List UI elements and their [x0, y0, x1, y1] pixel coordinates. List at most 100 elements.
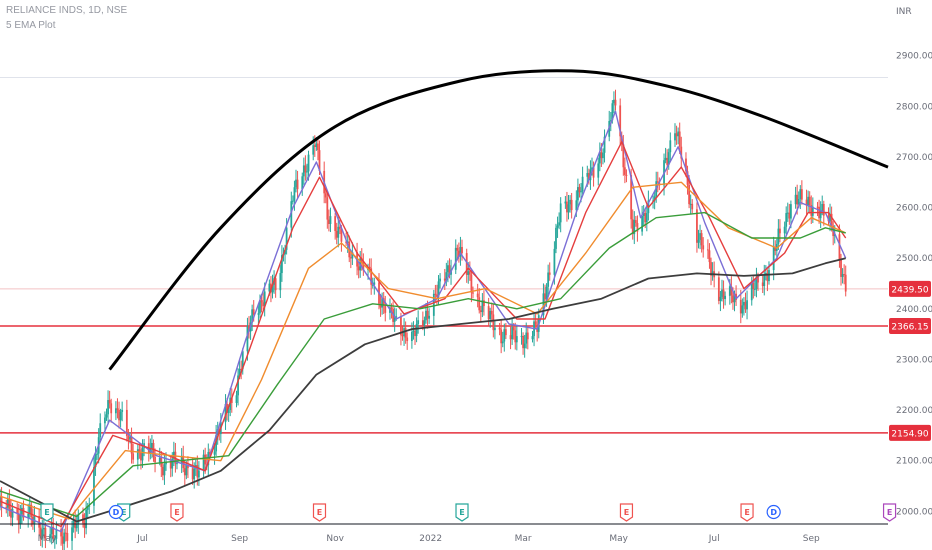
candle-body	[291, 200, 294, 202]
candle-body	[19, 513, 22, 524]
candle-body	[227, 410, 230, 413]
currency-label: INR	[896, 7, 912, 17]
candle-body	[53, 538, 56, 540]
candle-body	[750, 282, 753, 301]
candle-body	[556, 225, 559, 228]
candle-body	[772, 246, 775, 271]
candle-body	[732, 295, 734, 303]
candle-body	[763, 274, 766, 287]
candle-body	[94, 453, 97, 468]
candle-body	[151, 442, 153, 449]
x-tick-label: Sep	[803, 534, 820, 544]
candle-body	[794, 194, 797, 205]
candle-body	[479, 310, 482, 313]
candle-body	[603, 136, 606, 153]
candle-body	[63, 532, 66, 544]
candle-body	[318, 150, 321, 171]
x-tick-label: Nov	[326, 534, 344, 544]
candle-body	[841, 274, 844, 277]
candle-body	[27, 513, 30, 518]
candle-body	[140, 452, 142, 461]
candle-body	[739, 299, 742, 314]
candle-body	[395, 316, 398, 318]
candle-body	[600, 152, 603, 159]
candle-body	[368, 266, 371, 269]
candle-body	[465, 253, 468, 275]
candle-body	[587, 173, 590, 181]
candle-body	[324, 193, 327, 198]
candle-body	[501, 341, 504, 344]
candle-body	[779, 228, 781, 234]
candle-body	[315, 143, 318, 147]
candle-body	[611, 103, 614, 121]
candle-body	[459, 247, 462, 257]
candle-body	[8, 498, 11, 510]
candle-body	[575, 200, 578, 211]
candle-body	[357, 266, 360, 271]
candle-body	[641, 215, 644, 232]
candle-body	[821, 203, 824, 212]
candle-body	[326, 197, 329, 220]
candle-body	[306, 171, 308, 173]
candle-body	[722, 289, 725, 300]
x-tick-label: 2022	[419, 534, 442, 544]
candle-body	[470, 274, 473, 293]
candle-body	[44, 527, 47, 539]
candle-body	[410, 331, 413, 342]
dividend-marker	[108, 504, 123, 520]
candle-body	[805, 199, 808, 206]
x-tick-label: Mar	[515, 534, 532, 544]
earnings-marker	[312, 503, 327, 522]
candle-body	[165, 461, 167, 465]
candle-body	[274, 278, 277, 291]
candle-body	[116, 408, 119, 410]
candle-body	[816, 206, 819, 208]
candle-body	[490, 310, 493, 315]
candle-body	[268, 283, 271, 292]
candle-body	[520, 335, 523, 337]
candle-body	[425, 310, 427, 321]
indicator-label[interactable]: 5 EMA Plot	[6, 20, 56, 31]
candle-body	[226, 403, 228, 413]
candle-body	[523, 343, 526, 349]
candle-body	[489, 310, 492, 320]
candle-body	[262, 302, 265, 307]
candle-body	[171, 458, 174, 469]
candle-body	[636, 223, 639, 232]
candle-body	[667, 152, 670, 165]
candle-body	[669, 140, 672, 153]
candle-body	[293, 187, 296, 201]
candle-body	[708, 250, 711, 263]
support-price-label-bg	[889, 424, 931, 441]
candle-body	[183, 468, 186, 476]
candle-body	[678, 131, 681, 147]
candle-body	[699, 233, 701, 240]
candle-body	[301, 176, 304, 190]
candle-body	[614, 99, 617, 106]
candle-body	[789, 204, 792, 219]
candle-body	[414, 330, 416, 337]
candle-body	[542, 293, 545, 316]
candle-body	[811, 206, 814, 216]
candle-body	[525, 332, 528, 344]
candle-body	[279, 273, 282, 291]
earnings-marker	[882, 503, 897, 522]
candle-body	[724, 295, 727, 300]
candle-body	[400, 316, 402, 336]
candle-body	[752, 282, 755, 290]
candle-body	[406, 337, 409, 342]
event-label: E	[174, 508, 179, 517]
candle-body	[28, 504, 31, 514]
candle-body	[623, 167, 626, 175]
candle-body	[49, 534, 52, 539]
last-price-label: 2439.50	[891, 285, 928, 295]
candle-body	[390, 307, 393, 310]
candle-body	[591, 167, 593, 170]
candle-body	[351, 252, 354, 259]
candle-body	[176, 463, 178, 465]
candle-body	[478, 297, 481, 311]
candle-body	[757, 276, 759, 283]
candle-body	[345, 241, 348, 243]
candle-body	[511, 327, 514, 340]
